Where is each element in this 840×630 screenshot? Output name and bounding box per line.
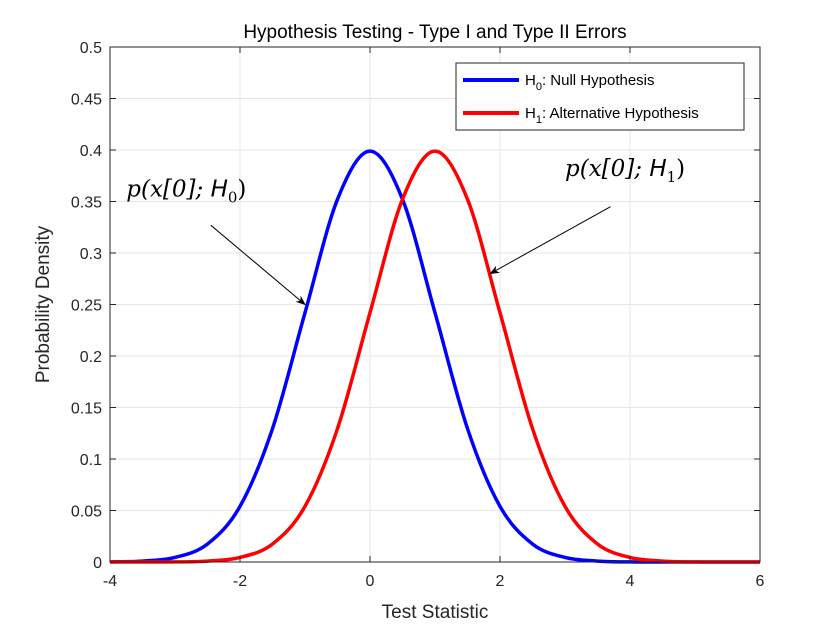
chart-title: Hypothesis Testing - Type I and Type II … bbox=[243, 22, 626, 43]
annotation-text-main: p(x[0]; bbox=[126, 176, 210, 202]
y-axis-title: Probability Density bbox=[33, 225, 54, 383]
annotations: p(x[0]; H0)p(x[0]; H1) bbox=[126, 156, 685, 306]
annotation-label-h1: p(x[0]; H1) bbox=[565, 156, 685, 186]
annotation-label-h0: p(x[0]; H0) bbox=[126, 176, 246, 206]
legend-label-h1-main: H bbox=[525, 105, 536, 122]
series-line-h1 bbox=[109, 149, 761, 564]
y-tick-label: 0.1 bbox=[80, 452, 102, 469]
annotation-text-script: H bbox=[649, 156, 666, 182]
annotation-text-sub: 1 bbox=[667, 168, 677, 186]
y-tick-label: 0.3 bbox=[80, 246, 102, 263]
y-tick-label: 0.15 bbox=[71, 401, 102, 418]
annotation-text-main: p(x[0]; bbox=[565, 156, 649, 182]
y-tick-label: 0.05 bbox=[71, 504, 102, 521]
legend-label-h1: H1: Alternative Hypothesis bbox=[525, 105, 699, 126]
y-tick-label: 0.2 bbox=[80, 349, 102, 366]
ticks: -4 -2 0 2 4 6 0 0.05 0.1 0.15 0.2 0.25 0.3 0.35 0.4 0.4… bbox=[71, 40, 765, 590]
y-tick-label: 0.5 bbox=[80, 40, 102, 57]
y-tick-label: 0 bbox=[93, 555, 102, 572]
annotation-text-sub: 0 bbox=[228, 188, 238, 206]
x-axis-title: Test Statistic bbox=[382, 602, 489, 623]
x-tick-label: 0 bbox=[366, 573, 375, 590]
x-tick-label: -2 bbox=[233, 573, 247, 590]
x-tick-label: 2 bbox=[496, 573, 505, 590]
annotation-text-end: ) bbox=[676, 156, 685, 182]
grid bbox=[110, 47, 760, 562]
annotation-arrow-h0 bbox=[210, 224, 306, 306]
y-tick-label: 0.25 bbox=[71, 298, 102, 315]
legend-label-h0: H0: Null Hypothesis bbox=[525, 72, 655, 93]
x-tick-label: -4 bbox=[103, 573, 117, 590]
legend-label-h0-main: H bbox=[525, 72, 536, 89]
legend-label-h0-rest: : Null Hypothesis bbox=[542, 72, 655, 89]
legend-entry-h1: H1: Alternative Hypothesis bbox=[463, 105, 699, 126]
annotation-text-script: H bbox=[211, 176, 228, 202]
legend: H0: Null Hypothesis H1: Alternative Hypo… bbox=[455, 62, 745, 131]
y-tick-label: 0.45 bbox=[71, 92, 102, 109]
x-tick-label: 6 bbox=[756, 573, 765, 590]
legend-box bbox=[455, 62, 745, 131]
annotation-text-end: ) bbox=[237, 176, 246, 202]
legend-label-h1-rest: : Alternative Hypothesis bbox=[542, 105, 699, 122]
annotation-arrow-h1 bbox=[489, 206, 611, 275]
legend-label-h0-sub: 0 bbox=[536, 81, 542, 93]
legend-entry-h0: H0: Null Hypothesis bbox=[463, 72, 655, 93]
x-tick-label: 4 bbox=[626, 573, 635, 590]
y-tick-label: 0.4 bbox=[80, 143, 102, 160]
legend-label-h1-sub: 1 bbox=[536, 114, 542, 126]
y-tick-label: 0.35 bbox=[71, 195, 102, 212]
